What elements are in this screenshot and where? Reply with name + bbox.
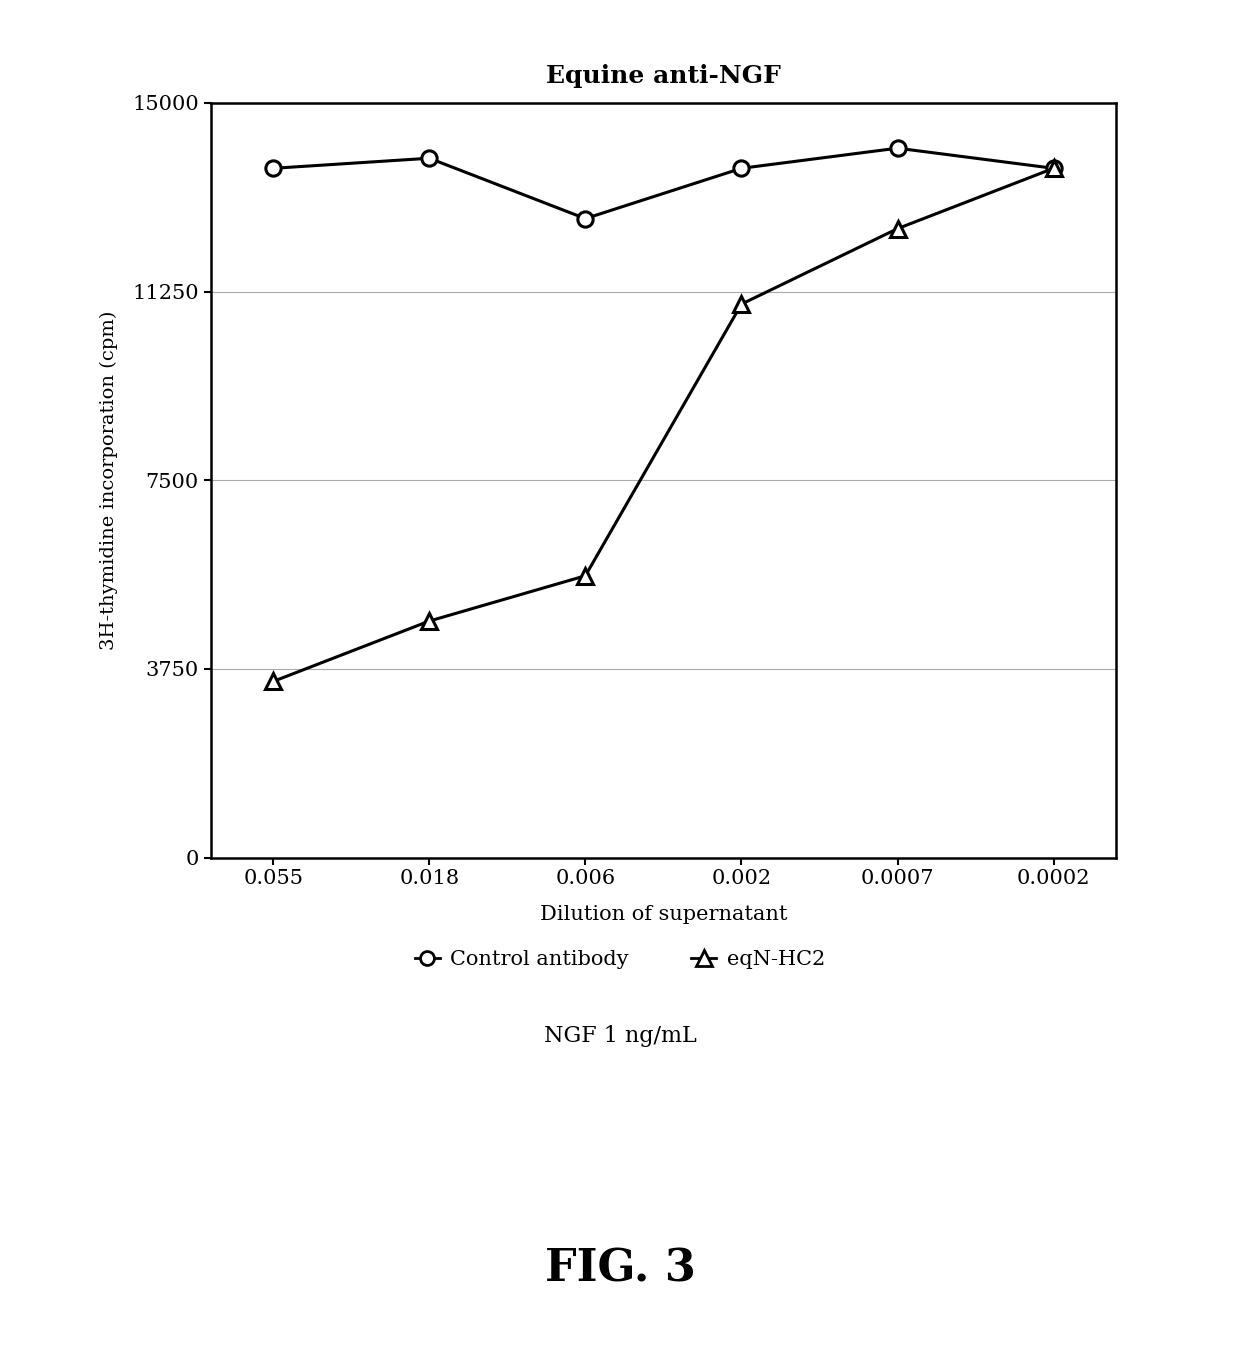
Text: FIG. 3: FIG. 3 xyxy=(544,1247,696,1291)
Legend: Control antibody, eqN-HC2: Control antibody, eqN-HC2 xyxy=(415,951,825,969)
X-axis label: Dilution of supernatant: Dilution of supernatant xyxy=(539,906,787,923)
Text: NGF 1 ng/mL: NGF 1 ng/mL xyxy=(543,1025,697,1047)
Y-axis label: 3H-thymidine incorporation (cpm): 3H-thymidine incorporation (cpm) xyxy=(100,310,118,650)
Title: Equine anti-NGF: Equine anti-NGF xyxy=(546,64,781,88)
